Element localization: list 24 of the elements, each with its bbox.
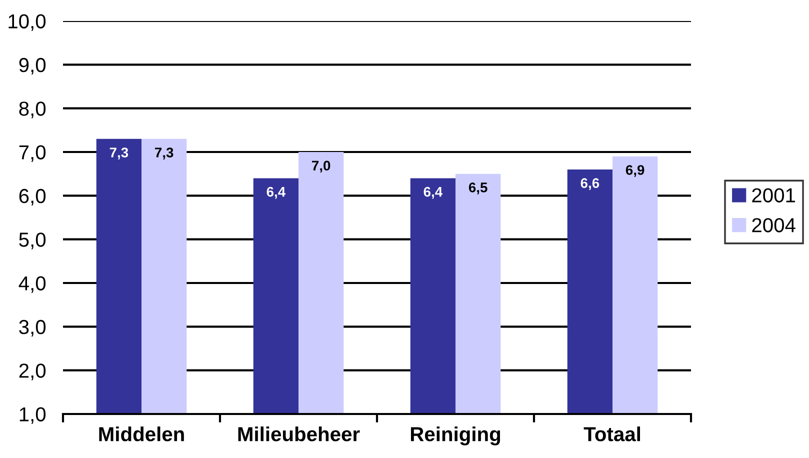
y-tick-label: 1,0 [20,407,46,424]
data-label: 6,5 [468,182,488,194]
y-tick-label: 3,0 [19,320,46,337]
x-tick-label: Middelen [99,426,184,442]
y-tick-label: 2,0 [19,364,46,380]
y-tick-label: 7,0 [19,145,46,162]
y-tick-label: 9,0 [19,58,46,75]
y-tick-label: 5,0 [19,232,46,250]
data-label: 6,6 [580,178,600,190]
x-tick-label: Totaal [584,426,640,442]
y-tick-label: 6,0 [19,188,46,206]
data-label: 6,4 [424,186,443,199]
data-label: 7,0 [312,160,330,173]
data-label: 6,9 [626,165,644,177]
y-tick-label: 8,0 [19,102,46,118]
y-tick-label: 10,0 [8,14,46,31]
x-tick-label: Reiniging [410,426,500,446]
data-label: 7,3 [155,148,174,160]
legend-label: 2001 [752,188,795,202]
data-label: 6,4 [266,186,286,199]
x-tick-label: Milieubeheer [238,426,360,442]
legend-label: 2004 [752,218,796,232]
y-tick-label: 4,0 [18,276,46,293]
data-label: 7,3 [110,148,128,160]
